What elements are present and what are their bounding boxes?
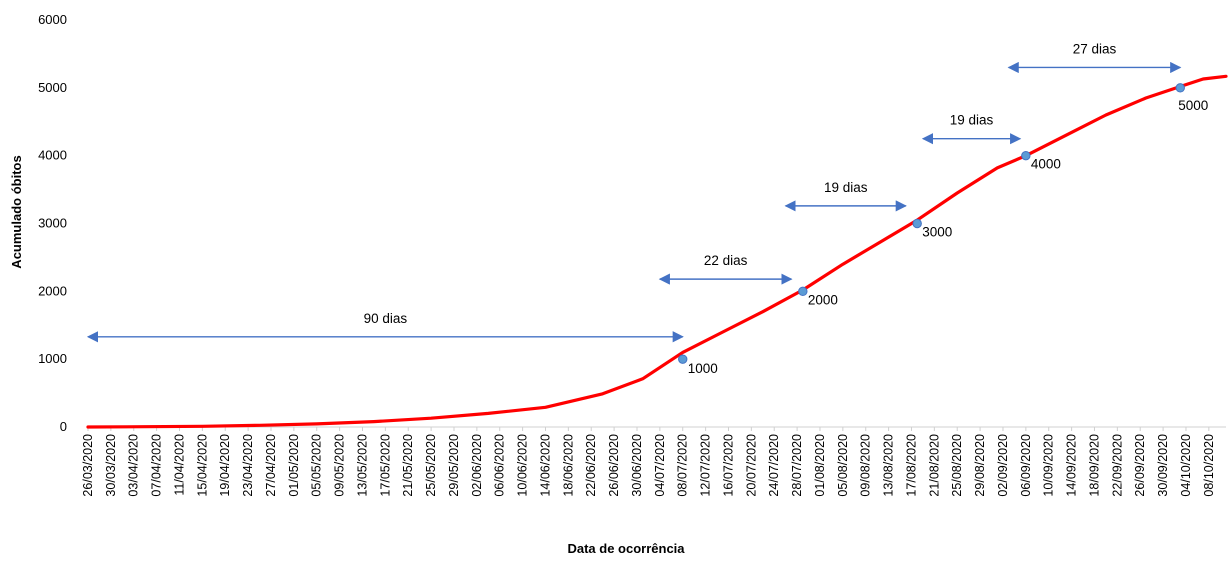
x-tick-label: 02/06/2020 xyxy=(470,434,484,497)
x-tick-label: 26/09/2020 xyxy=(1133,434,1147,497)
x-tick-label: 09/08/2020 xyxy=(859,434,873,497)
x-tick-label: 24/07/2020 xyxy=(767,434,781,497)
x-tick-label: 27/04/2020 xyxy=(264,434,278,497)
y-tick-label: 4000 xyxy=(38,148,67,163)
y-tick-label: 1000 xyxy=(38,351,67,366)
x-tick-label: 01/05/2020 xyxy=(287,434,301,497)
interval-label: 19 dias xyxy=(950,113,994,128)
x-axis-ticks: 26/03/2020 30/03/2020 03/04/2020 07/04/2020… xyxy=(81,427,1216,497)
x-tick-label: 01/08/2020 xyxy=(813,434,827,497)
x-tick-label: 16/07/2020 xyxy=(721,434,735,497)
x-tick-label: 20/07/2020 xyxy=(744,434,758,497)
x-tick-label: 19/04/2020 xyxy=(218,434,232,497)
y-axis-ticks: 0 1000 2000 3000 4000 5000 6000 xyxy=(38,12,67,434)
milestone-label: 2000 xyxy=(808,292,838,307)
x-tick-label: 22/09/2020 xyxy=(1110,434,1124,497)
x-tick-label: 10/09/2020 xyxy=(1042,434,1056,497)
x-tick-label: 18/09/2020 xyxy=(1087,434,1101,497)
x-tick-label: 07/04/2020 xyxy=(150,434,164,497)
x-tick-label: 17/08/2020 xyxy=(904,434,918,497)
x-tick-label: 17/05/2020 xyxy=(378,434,392,497)
interval-label: 90 dias xyxy=(364,311,408,326)
x-tick-label: 29/05/2020 xyxy=(447,434,461,497)
x-tick-label: 11/04/2020 xyxy=(172,434,186,496)
x-tick-label: 10/06/2020 xyxy=(516,434,530,497)
x-tick-label: 28/07/2020 xyxy=(790,434,804,497)
x-tick-label: 15/04/2020 xyxy=(195,434,209,497)
x-tick-label: 29/08/2020 xyxy=(973,434,987,497)
x-tick-label: 26/06/2020 xyxy=(607,434,621,497)
x-tick-label: 18/06/2020 xyxy=(561,434,575,497)
milestone-label: 5000 xyxy=(1178,98,1208,113)
x-tick-label: 25/08/2020 xyxy=(950,434,964,497)
y-tick-label: 0 xyxy=(60,419,67,434)
x-tick-label: 02/09/2020 xyxy=(996,434,1010,497)
milestone-label: 4000 xyxy=(1031,157,1061,172)
x-tick-label: 30/03/2020 xyxy=(104,434,118,497)
x-tick-label: 30/06/2020 xyxy=(630,434,644,497)
interval-label: 27 dias xyxy=(1073,41,1117,56)
x-tick-label: 14/09/2020 xyxy=(1065,434,1079,497)
milestone-marker xyxy=(1175,83,1185,93)
interval-label: 22 dias xyxy=(704,253,748,268)
interval-label: 19 dias xyxy=(824,180,868,195)
x-tick-label: 04/10/2020 xyxy=(1179,434,1193,497)
x-tick-label: 06/09/2020 xyxy=(1019,434,1033,497)
milestone-marker xyxy=(798,286,808,297)
x-tick-label: 13/05/2020 xyxy=(355,434,369,497)
x-tick-label: 21/05/2020 xyxy=(401,434,415,497)
y-tick-label: 3000 xyxy=(38,216,67,231)
x-tick-label: 08/07/2020 xyxy=(676,434,690,497)
x-tick-label: 09/05/2020 xyxy=(333,434,347,497)
interval-annotations: 90 dias 22 dias 19 dias 19 dias 27 dias xyxy=(86,41,1182,343)
x-tick-label: 26/03/2020 xyxy=(81,434,95,497)
cumulative-deaths-line xyxy=(86,74,1228,429)
y-tick-label: 6000 xyxy=(38,12,67,27)
x-tick-label: 25/05/2020 xyxy=(424,434,438,497)
milestone-marker xyxy=(1021,150,1031,161)
x-axis-title: Data de ocorrência xyxy=(567,541,685,556)
milestone-marker xyxy=(678,354,688,364)
y-axis-title: Acumulado óbitos xyxy=(9,155,24,268)
x-tick-label: 23/04/2020 xyxy=(241,434,255,497)
x-tick-label: 05/08/2020 xyxy=(836,434,850,497)
x-tick-label: 22/06/2020 xyxy=(584,434,598,497)
y-tick-label: 2000 xyxy=(38,283,67,298)
x-tick-label: 14/06/2020 xyxy=(538,434,552,497)
x-tick-label: 04/07/2020 xyxy=(653,434,667,497)
x-tick-label: 13/08/2020 xyxy=(882,434,896,497)
x-tick-label: 08/10/2020 xyxy=(1202,434,1216,497)
x-tick-label: 06/06/2020 xyxy=(493,434,507,497)
x-tick-label: 21/08/2020 xyxy=(927,434,941,497)
x-tick-label: 12/07/2020 xyxy=(699,434,713,497)
x-tick-label: 03/04/2020 xyxy=(127,434,141,497)
y-tick-label: 5000 xyxy=(38,80,67,95)
milestone-marker xyxy=(912,218,922,229)
milestone-label: 1000 xyxy=(688,361,718,376)
x-tick-label: 05/05/2020 xyxy=(310,434,324,497)
milestone-markers: 1000 2000 3000 4000 5000 xyxy=(678,83,1208,376)
x-tick-label: 30/09/2020 xyxy=(1156,434,1170,497)
milestone-label: 3000 xyxy=(922,225,952,240)
